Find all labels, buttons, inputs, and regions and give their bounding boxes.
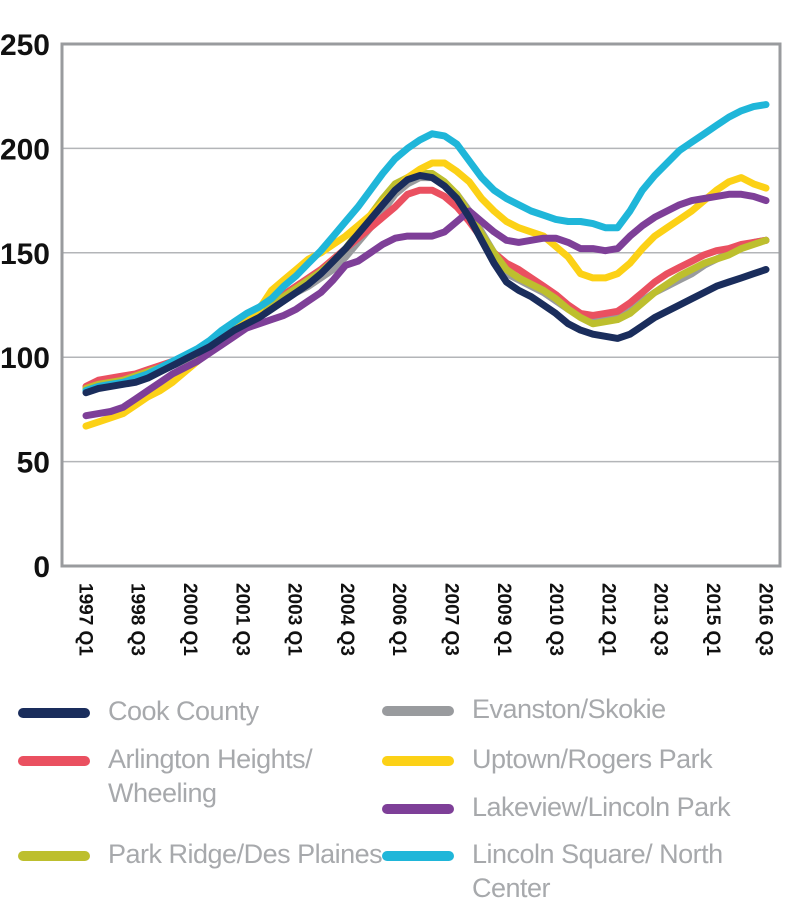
legend-swatch-evanston-skokie — [382, 706, 454, 716]
plot-frame — [60, 42, 782, 568]
y-tick-label-100: 100 — [0, 342, 50, 375]
x-tick-label: 2016 Q3 — [754, 583, 775, 656]
series-line-cook-county — [82, 172, 770, 397]
x-tick-label: 2006 Q1 — [388, 583, 409, 656]
y-axis: 0 50 100 150 200 250 — [0, 29, 50, 584]
x-tick-label: 2013 Q3 — [650, 583, 671, 656]
legend-swatch-lakeview-lincoln-park — [382, 804, 454, 814]
legend-label-park-ridge-des-plaines: Park Ridge/Des Plaines — [108, 839, 383, 869]
x-tick-label: 1997 Q1 — [74, 583, 95, 656]
legend-item-park-ridge-des-plaines: Park Ridge/Des Plaines — [18, 837, 383, 871]
x-tick-label: 2003 Q1 — [284, 583, 305, 656]
x-tick-label: 2009 Q1 — [493, 583, 514, 656]
legend-label-lakeview-lincoln-park: Lakeview/Lincoln Park — [472, 792, 731, 822]
legend-item-cook-county: Cook County — [18, 694, 259, 728]
x-tick-label: 2012 Q1 — [597, 583, 618, 656]
x-tick-label: 2001 Q3 — [231, 583, 252, 656]
legend-item-evanston-skokie: Evanston/Skokie — [382, 692, 666, 726]
legend-item-arlington-heights: Arlington Heights/ Wheeling — [18, 742, 318, 810]
legend-item-uptown-rogers-park: Uptown/Rogers Park — [382, 742, 713, 776]
y-tick-label-0: 0 — [33, 551, 50, 584]
series-line-lakeview-lincoln-park — [82, 190, 770, 420]
legend-item-lakeview-lincoln-park: Lakeview/Lincoln Park — [382, 790, 731, 824]
y-tick-label-250: 250 — [0, 29, 50, 62]
legend-item-lincoln-square-north-center: Lincoln Square/ North Center — [382, 837, 800, 905]
legend-swatch-park-ridge-des-plaines — [18, 851, 90, 861]
x-tick-label: 1998 Q3 — [127, 583, 148, 656]
x-tick-label: 2010 Q3 — [545, 583, 566, 656]
y-tick-label-50: 50 — [17, 447, 50, 480]
x-axis: 1997 Q1 1998 Q3 2000 Q1 2001 Q3 2003 Q1 2004 … — [74, 583, 775, 656]
legend-swatch-cook-county — [18, 708, 90, 718]
legend-swatch-arlington-heights — [18, 756, 90, 766]
legend-label-uptown-rogers-park: Uptown/Rogers Park — [472, 744, 713, 774]
legend-swatch-uptown-rogers-park — [382, 756, 454, 766]
legend-label-lincoln-square-north-center: Lincoln Square/ North Center — [472, 839, 723, 903]
x-tick-label: 2000 Q1 — [179, 583, 200, 656]
x-tick-label: 2004 Q3 — [336, 583, 357, 656]
x-tick-label: 2015 Q1 — [702, 583, 723, 656]
legend-label-evanston-skokie: Evanston/Skokie — [472, 694, 666, 724]
legend-label-cook-county: Cook County — [108, 696, 259, 726]
legend-swatch-lincoln-square-north-center — [382, 851, 454, 861]
series-line-lincoln-square-north-center — [82, 101, 770, 395]
series-line-uptown-rogers-park — [82, 159, 770, 430]
x-tick-label: 2007 Q3 — [441, 583, 462, 656]
line-chart: 0 50 100 150 200 250 1997 Q1 1998 Q3 2000 Q1 200… — [0, 29, 782, 656]
y-tick-label-200: 200 — [0, 133, 50, 166]
legend: Cook County Evanston/Skokie Arlington He… — [0, 672, 800, 903]
legend-label-arlington-heights: Arlington Heights/ Wheeling — [108, 744, 313, 808]
y-tick-label-150: 150 — [0, 238, 50, 271]
series-lines — [82, 101, 770, 430]
